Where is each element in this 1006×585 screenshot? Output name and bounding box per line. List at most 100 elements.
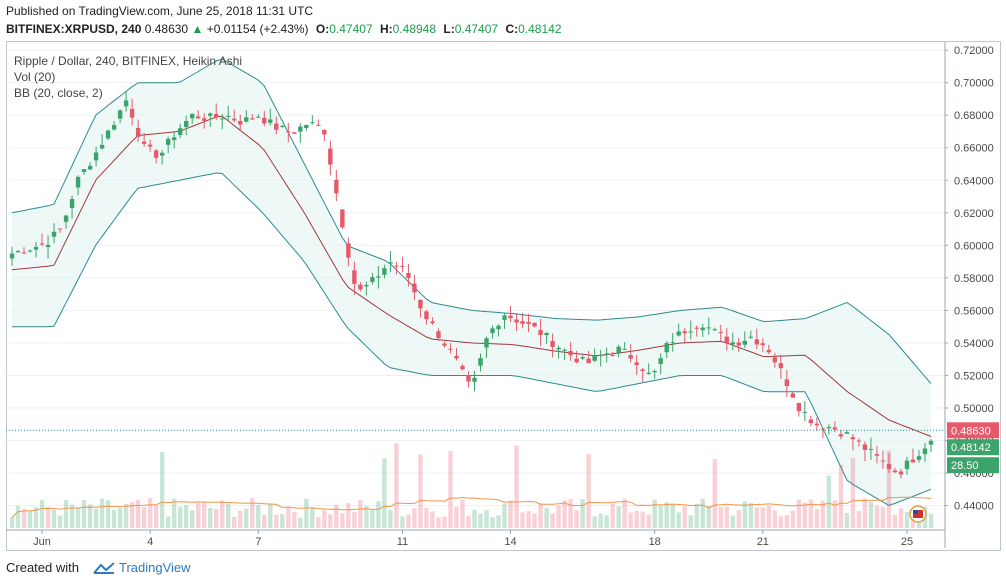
y-tick-label: 0.50000 xyxy=(954,403,994,415)
candle-body xyxy=(682,331,687,334)
candle-body xyxy=(406,272,411,278)
candle-body xyxy=(772,357,778,363)
candle-body xyxy=(712,329,717,331)
chart-legend: Ripple / Dollar, 240, BITFINEX, Heikin A… xyxy=(14,53,242,101)
volume-bar xyxy=(634,510,639,528)
volume-bar xyxy=(814,509,820,528)
volume-bar xyxy=(832,500,838,528)
candle-body xyxy=(586,358,591,364)
candle-body xyxy=(141,141,147,144)
volume-bar xyxy=(111,509,117,528)
candle-body xyxy=(117,110,123,119)
candle-body xyxy=(165,138,171,145)
candle-body xyxy=(189,113,195,119)
volume-bar xyxy=(9,517,15,528)
candle-body xyxy=(724,336,729,343)
candle-body xyxy=(784,379,790,387)
candle-body xyxy=(928,440,934,445)
candle-body xyxy=(364,284,369,287)
open-label: O: xyxy=(315,22,330,36)
volume-bar xyxy=(598,513,603,528)
volume-bar xyxy=(760,507,766,528)
close-label: C: xyxy=(505,22,519,36)
volume-bar xyxy=(105,500,111,528)
volume-bar xyxy=(496,515,501,528)
tradingview-brand[interactable]: TradingView xyxy=(85,560,191,575)
candle-body xyxy=(604,353,609,355)
y-tick-label: 0.56000 xyxy=(954,305,994,317)
y-axis: 0.72000 0.70000 0.68000 0.66000 0.64000 0.620… xyxy=(945,45,994,513)
event-flag-icon[interactable] xyxy=(909,505,927,523)
candle-body xyxy=(418,299,423,309)
high-value: 0.48948 xyxy=(392,22,437,36)
candle-body xyxy=(730,342,735,345)
volume-bar xyxy=(736,510,741,528)
volume-bar xyxy=(93,508,99,528)
volume-bar xyxy=(748,503,754,528)
high-label: H: xyxy=(379,22,393,36)
x-tick-label: 4 xyxy=(147,536,153,548)
last-price-tag-bg xyxy=(947,422,999,439)
candle-body xyxy=(574,358,579,363)
volume-bar xyxy=(724,506,729,528)
candle-body xyxy=(81,169,87,173)
candle-body xyxy=(21,252,27,254)
volume-bar xyxy=(177,506,183,528)
volume-bar xyxy=(81,499,87,528)
volume-bar xyxy=(904,511,910,528)
volume-bar xyxy=(862,498,868,528)
change-up-icon: ▲ xyxy=(191,22,204,36)
volume-tag-text: 28.50 xyxy=(951,460,979,472)
candle-body xyxy=(448,348,453,350)
volume-bar xyxy=(652,499,657,528)
volume-bar xyxy=(730,515,735,528)
candle-body xyxy=(358,284,363,290)
candle-body xyxy=(472,377,477,382)
volume-bar xyxy=(39,499,45,528)
candle-body xyxy=(63,215,69,222)
candle-body xyxy=(250,118,255,120)
volume-bar xyxy=(117,508,123,528)
candle-body xyxy=(15,251,21,253)
y-tick-label: 0.68000 xyxy=(954,110,994,122)
candle-body xyxy=(322,129,327,135)
candle-body xyxy=(382,268,387,275)
candle-body xyxy=(171,137,177,141)
candle-body xyxy=(778,363,784,369)
volume-bar xyxy=(189,510,195,528)
candle-body xyxy=(676,331,681,336)
volume-bar xyxy=(334,504,339,528)
volume-bar xyxy=(310,507,315,528)
candle-body xyxy=(634,362,639,366)
volume-bar xyxy=(376,501,381,528)
close-value: 0.48142 xyxy=(518,22,562,36)
candle-body xyxy=(754,339,760,345)
volume-bar xyxy=(244,508,249,528)
volume-bar xyxy=(568,499,573,528)
candle-body xyxy=(316,124,321,126)
candle-body xyxy=(268,119,273,123)
volume-bar xyxy=(256,504,261,528)
close-price-tag: 0.48142 xyxy=(947,439,999,456)
candle-body xyxy=(916,456,922,460)
volume-bar xyxy=(226,503,231,528)
candle-body xyxy=(568,351,573,356)
volume-bar xyxy=(802,502,808,528)
y-tick-label: 0.44000 xyxy=(954,501,994,513)
volume-bar xyxy=(448,450,453,528)
volume-bar xyxy=(796,499,802,528)
volume-bar xyxy=(682,506,687,528)
candle-body xyxy=(850,437,856,440)
candle-body xyxy=(658,358,663,364)
volume-bar xyxy=(544,508,549,528)
candle-body xyxy=(304,124,309,129)
volume-bar xyxy=(286,507,291,528)
candle-body xyxy=(484,338,489,348)
volume-bar xyxy=(214,509,219,528)
candle-body xyxy=(238,120,243,125)
published-note: Published on TradingView.com, June 25, 2… xyxy=(6,4,314,18)
bb-basis-line xyxy=(11,115,932,437)
bb-fill xyxy=(12,59,931,506)
candle-body xyxy=(802,411,808,413)
